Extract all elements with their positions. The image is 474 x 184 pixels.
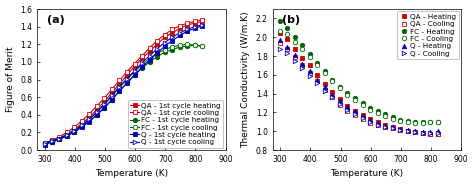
X-axis label: Temperature (K): Temperature (K) (330, 169, 403, 178)
Legend: QA - Heating, QA - Cooling, FC - Heating, FC - Cooling, Q - Heating, Q - Cooling: QA - Heating, QA - Cooling, FC - Heating… (397, 11, 459, 59)
Y-axis label: Figure of Merit: Figure of Merit (6, 47, 15, 112)
Legend: QA - 1st cycle heating, QA - 1st cycle cooling, FC - 1st cycle heating, FC - 1st: QA - 1st cycle heating, QA - 1st cycle c… (128, 100, 223, 148)
Text: (b): (b) (282, 15, 300, 25)
Y-axis label: Thermal Conductivity (W/m.K): Thermal Conductivity (W/m.K) (241, 11, 250, 148)
Text: (a): (a) (46, 15, 64, 25)
X-axis label: Temperature (K): Temperature (K) (95, 169, 168, 178)
